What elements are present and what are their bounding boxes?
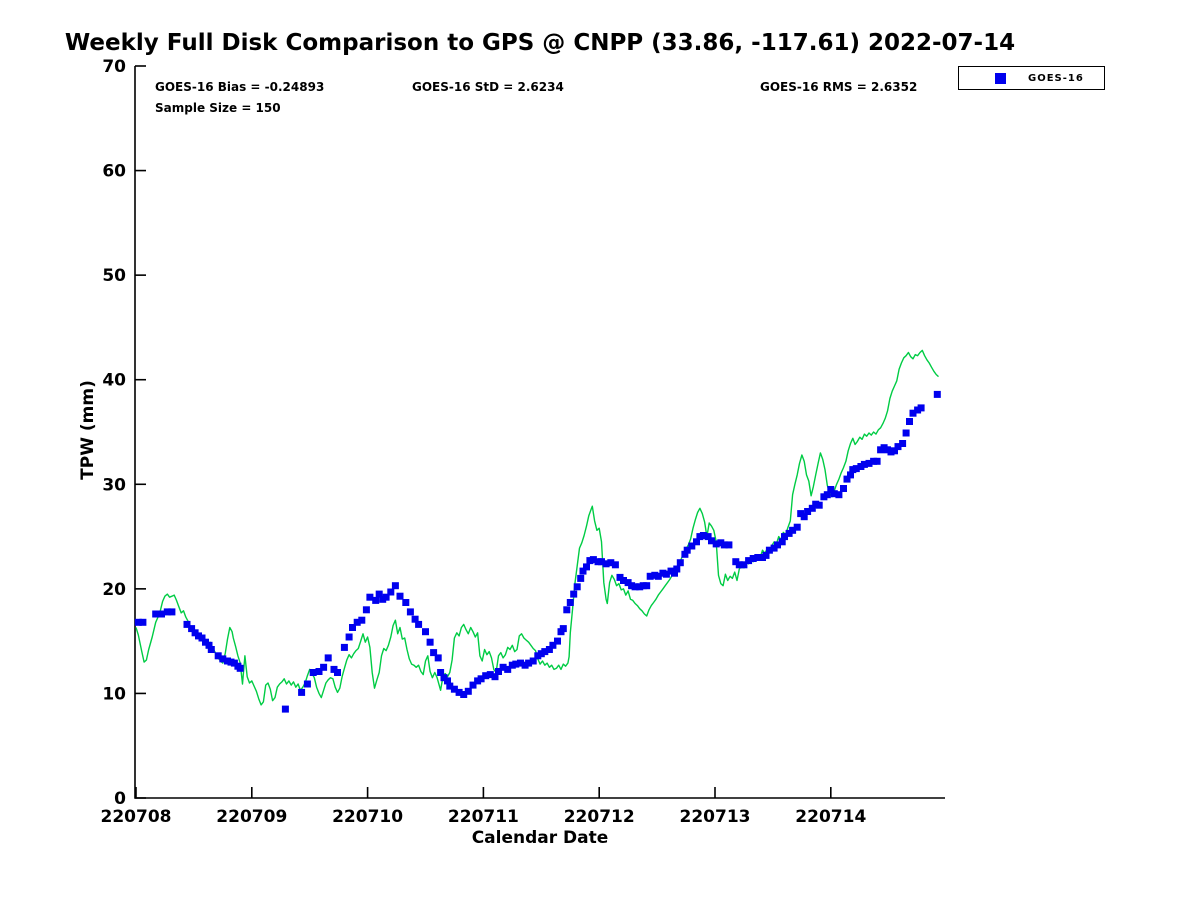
stat-rms: GOES-16 RMS = 2.6352 <box>760 80 918 94</box>
legend-series-label: GOES-16 <box>1028 72 1084 84</box>
chart-title: Weekly Full Disk Comparison to GPS @ CNP… <box>64 30 1016 56</box>
svg-text:220714: 220714 <box>795 807 866 827</box>
legend-square-marker-icon <box>995 72 1006 84</box>
svg-text:40: 40 <box>102 371 126 391</box>
svg-text:220709: 220709 <box>216 807 287 827</box>
svg-text:220708: 220708 <box>101 807 172 827</box>
legend-box: GOES-16 <box>958 66 1105 90</box>
svg-text:30: 30 <box>102 475 126 495</box>
svg-text:220711: 220711 <box>448 807 519 827</box>
svg-text:220712: 220712 <box>564 807 635 827</box>
svg-text:70: 70 <box>102 57 126 77</box>
stat-sample-size: Sample Size = 150 <box>155 101 281 115</box>
axes: 0 10 20 30 40 50 60 70 220708 220709 220710 220711 2… <box>101 57 945 827</box>
svg-text:0: 0 <box>114 789 126 809</box>
svg-text:10: 10 <box>102 684 126 704</box>
svg-text:50: 50 <box>102 266 126 286</box>
stat-std: GOES-16 StD = 2.6234 <box>412 80 564 94</box>
svg-text:220710: 220710 <box>332 807 403 827</box>
series-goes16-markers <box>134 390 941 713</box>
stat-bias: GOES-16 Bias = -0.24893 <box>155 80 325 94</box>
x-axis-label: Calendar Date <box>471 828 609 848</box>
svg-text:60: 60 <box>102 162 126 182</box>
svg-text:20: 20 <box>102 580 126 600</box>
y-axis-label: TPW (mm) <box>78 380 98 480</box>
series-gps-line <box>135 349 939 706</box>
svg-text:220713: 220713 <box>680 807 751 827</box>
